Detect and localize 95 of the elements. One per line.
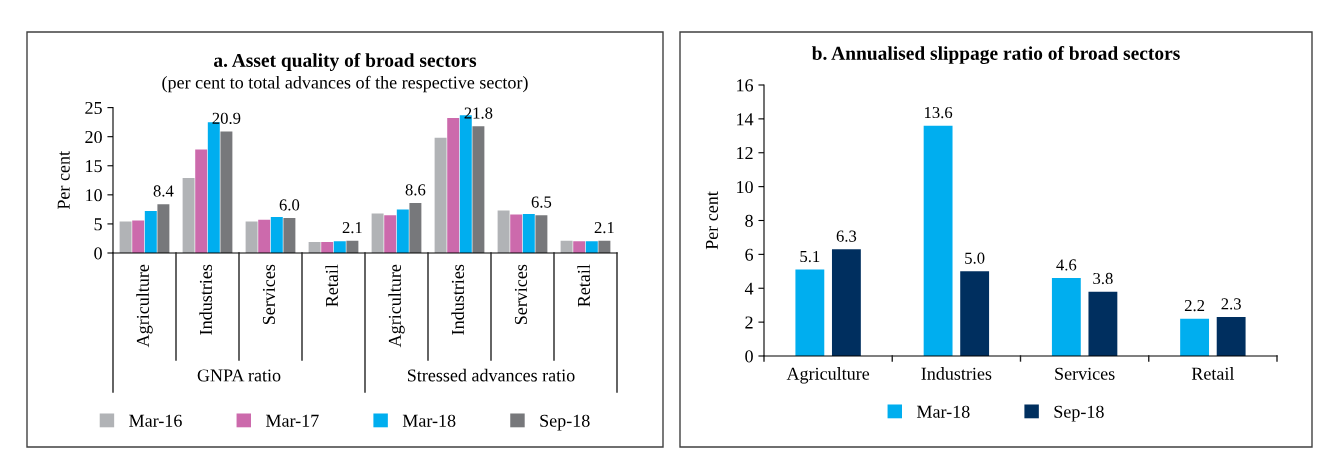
x-tick-label: Industries — [199, 264, 213, 335]
data-label: 8.6 — [405, 184, 426, 196]
bar — [923, 125, 953, 356]
bar — [308, 241, 321, 253]
x-tick-label: Services — [1055, 367, 1115, 380]
bar — [535, 215, 548, 253]
bar — [321, 241, 334, 253]
bar — [960, 271, 990, 356]
bar — [132, 220, 145, 253]
bar — [409, 202, 422, 253]
data-label: 5.0 — [965, 252, 985, 264]
y-tick-label: 8 — [745, 214, 753, 227]
data-label: 5.1 — [800, 250, 820, 263]
bar — [258, 219, 271, 253]
bar — [396, 209, 409, 253]
bar — [831, 249, 861, 356]
y-tick-label: 5 — [94, 218, 102, 231]
bar — [434, 137, 447, 253]
bar — [270, 216, 283, 253]
y-axis-title: Per cent — [705, 191, 718, 250]
x-tick-label: Retail — [577, 264, 591, 307]
y-tick-label: 0 — [94, 247, 102, 260]
bar — [1180, 318, 1210, 356]
text: GNPA ratio — [197, 369, 281, 382]
y-tick-label: 20 — [85, 130, 102, 144]
chart-title: a. Asset quality of broad sectors — [214, 53, 477, 71]
x-tick-label: Retail — [325, 264, 339, 307]
x-tick-label: Industries — [451, 264, 465, 335]
data-label: 3.8 — [1093, 272, 1113, 285]
data-label: 8.4 — [153, 185, 174, 197]
y-tick-label: 0 — [745, 350, 753, 363]
y-tick-label: 14 — [737, 113, 754, 126]
bar — [795, 269, 825, 356]
x-tick-label: Retail — [1191, 367, 1235, 380]
bar — [1088, 291, 1118, 356]
data-label: 20.9 — [212, 112, 241, 124]
data-label: 21.8 — [464, 107, 493, 119]
text: Stressed advances ratio — [407, 368, 575, 382]
bar — [157, 204, 170, 253]
y-tick-label: 2 — [745, 316, 753, 329]
bar — [283, 218, 296, 253]
bar — [144, 211, 157, 253]
x-tick-label: Agriculture — [388, 264, 405, 348]
y-tick-label: 4 — [744, 282, 754, 295]
bar — [384, 215, 397, 253]
legend-label: Sep-18 — [540, 414, 590, 431]
y-tick-label: 10 — [737, 180, 753, 194]
bar — [560, 240, 573, 253]
data-label: 2.1 — [594, 222, 614, 234]
legend-label: Mar-18 — [916, 405, 970, 418]
y-tick-label: 10 — [86, 189, 102, 202]
x-tick-label: Agriculture — [136, 264, 153, 348]
legend-label: Mar-17 — [265, 414, 319, 427]
data-label: 2.2 — [1184, 299, 1205, 312]
data-label: 6.5 — [531, 196, 552, 208]
y-axis-title: Per cent — [57, 151, 70, 210]
legend-label: Mar-18 — [402, 414, 456, 427]
data-label: 13.6 — [924, 106, 953, 119]
y-tick-label: 12 — [737, 147, 753, 160]
x-tick-label: Agriculture — [786, 367, 870, 384]
bar — [182, 177, 195, 253]
y-tick-label: 16 — [737, 79, 754, 92]
bar — [119, 221, 132, 253]
chart-subtitle: (per cent to total advances of the respective sector) — [162, 75, 528, 93]
bar — [1051, 278, 1081, 356]
bar — [510, 214, 523, 253]
bar — [195, 149, 208, 253]
bar — [522, 214, 535, 253]
legend-label: Mar-16 — [129, 414, 182, 427]
bar — [346, 240, 359, 253]
bar — [598, 240, 611, 253]
x-tick-label: Services — [514, 264, 528, 325]
data-label: 4.6 — [1056, 259, 1077, 271]
bar — [447, 118, 460, 253]
bar — [371, 213, 384, 253]
chart-title: b. Annualised slippage ratio of broad sectors — [811, 46, 1180, 64]
data-label: 2.1 — [342, 222, 362, 234]
bar — [472, 126, 485, 253]
bar — [1216, 317, 1246, 356]
data-label: 2.3 — [1221, 298, 1241, 310]
bar — [333, 241, 346, 253]
y-tick-label: 25 — [85, 101, 102, 115]
bar — [497, 210, 510, 253]
data-label: 6.3 — [836, 230, 857, 242]
bar — [245, 221, 258, 253]
bar — [573, 241, 586, 253]
bar — [585, 241, 598, 253]
x-tick-label: Services — [262, 264, 276, 325]
legend-label: Sep-18 — [1054, 405, 1104, 422]
data-label: 6.0 — [279, 199, 300, 211]
y-tick-label: 15 — [86, 160, 102, 173]
bar — [220, 131, 233, 253]
bar — [207, 122, 220, 253]
y-tick-label: 6 — [745, 248, 754, 261]
x-tick-label: Industries — [921, 367, 992, 380]
